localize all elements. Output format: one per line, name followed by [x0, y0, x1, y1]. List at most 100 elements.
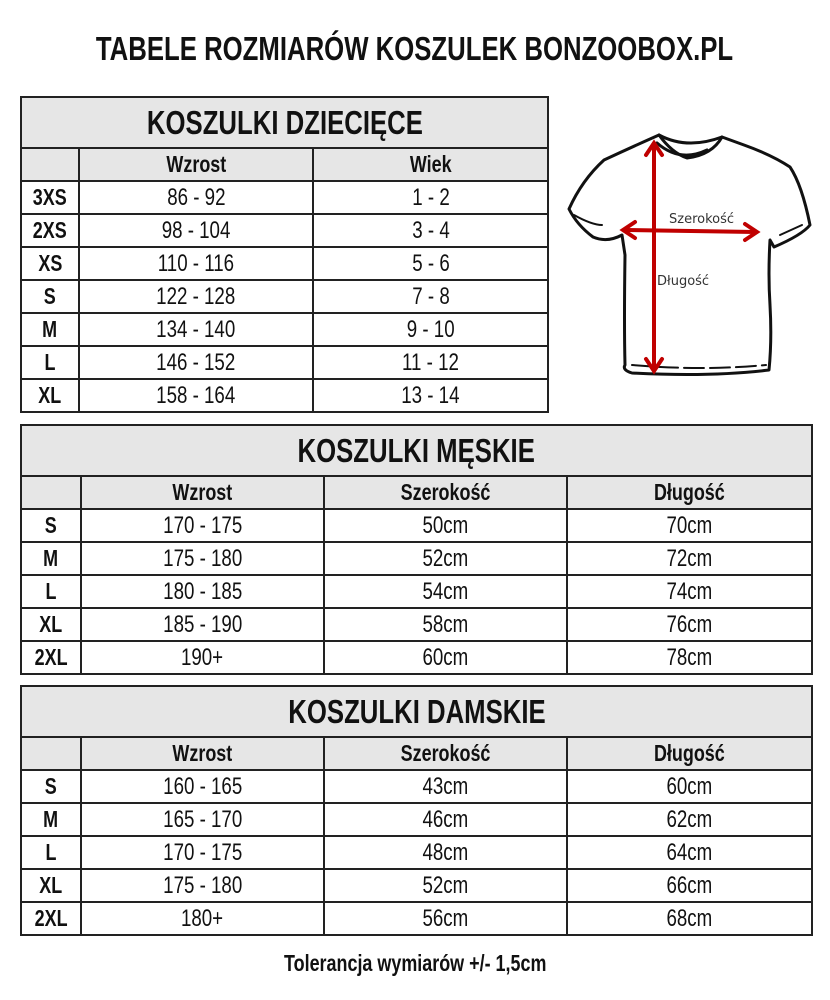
table-cell: 68cm [566, 901, 813, 936]
size-label: L [20, 835, 82, 870]
table-row: XS 110 - 116 5 - 6 [20, 246, 550, 281]
header-row: Wzrost Szerokość Długość [20, 475, 814, 510]
table-cell: 9 - 10 [311, 312, 550, 347]
table-cell: 66cm [566, 868, 813, 903]
table-title-row: KOSZULKI MĘSKIE [19, 424, 814, 477]
table-row: M 134 - 140 9 - 10 [20, 312, 550, 347]
table-cell: 122 - 128 [78, 279, 314, 314]
table-cell: 13 - 14 [311, 378, 550, 413]
table-cell: 52cm [323, 541, 568, 576]
page-title: TABELE ROZMIARÓW KOSZULEK BONZOOBOX.PL [96, 30, 734, 67]
women-size-table: KOSZULKI DAMSKIE Wzrost Szerokość Długość S 1… [20, 685, 813, 936]
table-cell: 3 - 4 [311, 213, 550, 248]
table-cell: 74cm [565, 574, 814, 609]
size-label: M [20, 541, 82, 576]
table-cell: 170 - 175 [80, 508, 325, 543]
column-header: Długość [566, 736, 813, 771]
column-header [20, 475, 82, 510]
size-label: XS [20, 246, 80, 281]
length-label: Długość [657, 274, 709, 289]
table-cell: 175 - 180 [80, 868, 325, 903]
table-cell: 190+ [80, 640, 325, 675]
table-cell: 64cm [566, 835, 813, 870]
table-cell: 86 - 92 [78, 180, 314, 215]
table-cell: 46cm [323, 802, 568, 837]
table-cell: 158 - 164 [78, 378, 314, 413]
table-row: XL 185 - 190 58cm 76cm [20, 607, 814, 642]
table-cell: 78cm [565, 640, 814, 675]
size-label: M [20, 802, 82, 837]
table-row: S 160 - 165 43cm 60cm [20, 769, 813, 804]
header-row: Wzrost Wiek [20, 147, 550, 182]
table-title-row: KOSZULKI DZIECIĘCE [19, 96, 550, 149]
table-cell: 98 - 104 [78, 213, 314, 248]
size-label: M [20, 312, 80, 347]
tshirt-outline-icon [567, 133, 812, 376]
size-label: 2XL [20, 901, 82, 936]
table-cell: 60cm [323, 640, 568, 675]
table-cell: 76cm [565, 607, 814, 642]
table-row: S 122 - 128 7 - 8 [20, 279, 550, 314]
size-label: XL [20, 378, 80, 413]
table-row: M 165 - 170 46cm 62cm [20, 802, 813, 837]
kids-size-table: KOSZULKI DZIECIĘCE Wzrost Wiek 3XS 86 - 92 1 … [19, 96, 550, 413]
table-row: L 170 - 175 48cm 64cm [20, 835, 813, 870]
table-cell: 175 - 180 [80, 541, 325, 576]
table-cell: 180 - 185 [80, 574, 325, 609]
size-label: S [20, 279, 80, 314]
size-label: S [20, 769, 82, 804]
table-row: 2XL 180+ 56cm 68cm [20, 901, 813, 936]
column-header: Długość [565, 475, 814, 510]
table-row: 3XS 86 - 92 1 - 2 [20, 180, 550, 215]
size-label: L [20, 345, 80, 380]
column-header [20, 736, 82, 771]
table-cell: 110 - 116 [78, 246, 314, 281]
column-header [20, 147, 80, 182]
table-cell: 5 - 6 [311, 246, 550, 281]
men-size-table: KOSZULKI MĘSKIE Wzrost Szerokość Długość S 17… [19, 424, 814, 675]
table-cell: 185 - 190 [80, 607, 325, 642]
table-cell: 1 - 2 [311, 180, 550, 215]
table-row: XL 158 - 164 13 - 14 [20, 378, 550, 413]
table-cell: 72cm [565, 541, 814, 576]
table-cell: 11 - 12 [311, 345, 550, 380]
table-cell: 160 - 165 [80, 769, 325, 804]
width-label: Szerokość [669, 212, 734, 227]
size-label: S [20, 508, 82, 543]
table-title: KOSZULKI MĘSKIE [19, 424, 814, 477]
tolerance-note: Tolerancja wymiarów +/- 1,5cm [283, 950, 547, 976]
table-row: 2XL 190+ 60cm 78cm [20, 640, 814, 675]
table-cell: 50cm [323, 508, 568, 543]
table-cell: 146 - 152 [78, 345, 314, 380]
table-cell: 165 - 170 [80, 802, 325, 837]
column-header: Szerokość [323, 475, 568, 510]
column-header: Wiek [311, 147, 550, 182]
table-row: S 170 - 175 50cm 70cm [20, 508, 814, 543]
table-cell: 54cm [323, 574, 568, 609]
table-row: L 180 - 185 54cm 74cm [20, 574, 814, 609]
column-header: Wzrost [80, 736, 325, 771]
table-title: KOSZULKI DAMSKIE [20, 685, 813, 738]
table-cell: 70cm [565, 508, 814, 543]
table-cell: 60cm [566, 769, 813, 804]
size-label: XL [20, 607, 82, 642]
table-cell: 48cm [323, 835, 568, 870]
table-cell: 170 - 175 [80, 835, 325, 870]
size-label: XL [20, 868, 82, 903]
table-cell: 62cm [566, 802, 813, 837]
table-row: M 175 - 180 52cm 72cm [20, 541, 814, 576]
width-arrow [623, 228, 757, 234]
table-row: L 146 - 152 11 - 12 [20, 345, 550, 380]
size-label: 2XS [20, 213, 80, 248]
size-label: 2XL [20, 640, 82, 675]
column-header: Wzrost [80, 475, 325, 510]
size-label: L [20, 574, 82, 609]
table-cell: 43cm [323, 769, 568, 804]
table-cell: 58cm [323, 607, 568, 642]
size-label: 3XS [20, 180, 80, 215]
table-cell: 180+ [80, 901, 325, 936]
header-row: Wzrost Szerokość Długość [20, 736, 813, 771]
table-title-row: KOSZULKI DAMSKIE [20, 685, 813, 738]
table-row: XL 175 - 180 52cm 66cm [20, 868, 813, 903]
table-row: 2XS 98 - 104 3 - 4 [20, 213, 550, 248]
